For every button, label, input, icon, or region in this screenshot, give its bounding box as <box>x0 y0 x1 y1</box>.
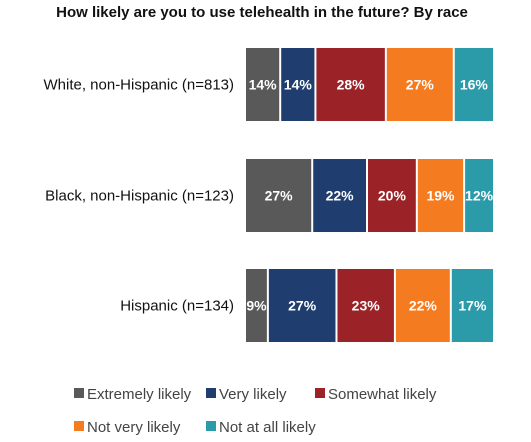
legend-swatch <box>74 421 84 431</box>
legend-swatch <box>206 388 216 398</box>
bar-segment-very-likely <box>268 269 336 342</box>
bar-segment-extremely-likely <box>246 269 267 342</box>
data-label: 12% <box>465 188 494 204</box>
bar-segment-somewhat-likely <box>337 269 394 342</box>
legend-item-not-very-likely: Not very likely <box>74 419 181 436</box>
legend-item-very-likely: Very likely <box>206 386 287 403</box>
data-label: 19% <box>426 188 455 204</box>
bar-segment-not-at-all-likely <box>454 48 493 121</box>
category-label: Hispanic (n=134) <box>120 298 234 315</box>
category-label: Black, non-Hispanic (n=123) <box>45 188 234 205</box>
chart-title: How likely are you to use telehealth in … <box>56 4 468 21</box>
data-label: 17% <box>458 298 487 314</box>
bar-segment-not-very-likely <box>395 269 450 342</box>
bar-segment-extremely-likely <box>246 48 280 121</box>
legend-label: Not at all likely <box>219 419 316 436</box>
data-label: 28% <box>337 77 366 93</box>
bar-segment-very-likely <box>313 159 367 232</box>
bar-segment-somewhat-likely <box>368 159 416 232</box>
bar-segment-not-very-likely <box>386 48 453 121</box>
data-label: 22% <box>409 298 438 314</box>
bar-segment-not-at-all-likely <box>465 159 493 232</box>
data-label: 27% <box>288 298 317 314</box>
bar-segment-very-likely <box>281 48 315 121</box>
category-label: White, non-Hispanic (n=813) <box>43 77 234 94</box>
data-label: 27% <box>265 188 294 204</box>
plot-area: White, non-Hispanic (n=813) 14% 14% 28% 27% 1… <box>43 48 494 342</box>
bar-segment-extremely-likely <box>246 159 312 232</box>
data-label: 14% <box>284 77 313 93</box>
legend-label: Somewhat likely <box>328 386 437 403</box>
bar-segment-not-very-likely <box>417 159 464 232</box>
data-label: 22% <box>326 188 355 204</box>
data-label: 23% <box>352 298 381 314</box>
legend-swatch <box>315 388 325 398</box>
legend-item-somewhat-likely: Somewhat likely <box>315 386 437 403</box>
data-label: 16% <box>460 77 489 93</box>
data-label: 27% <box>406 77 435 93</box>
legend-swatch <box>74 388 84 398</box>
legend-swatch <box>206 421 216 431</box>
legend-item-extremely-likely: Extremely likely <box>74 386 192 403</box>
legend-label: Not very likely <box>87 419 181 436</box>
data-label: 9% <box>246 298 267 314</box>
legend-item-not-at-all-likely: Not at all likely <box>206 419 316 436</box>
legend-label: Extremely likely <box>87 386 192 403</box>
legend-label: Very likely <box>219 386 287 403</box>
data-label: 20% <box>378 188 407 204</box>
bar-segment-not-at-all-likely <box>451 269 493 342</box>
legend: Extremely likely Very likely Somewhat like… <box>74 386 437 436</box>
bar-segment-somewhat-likely <box>316 48 385 121</box>
data-label: 14% <box>249 77 278 93</box>
